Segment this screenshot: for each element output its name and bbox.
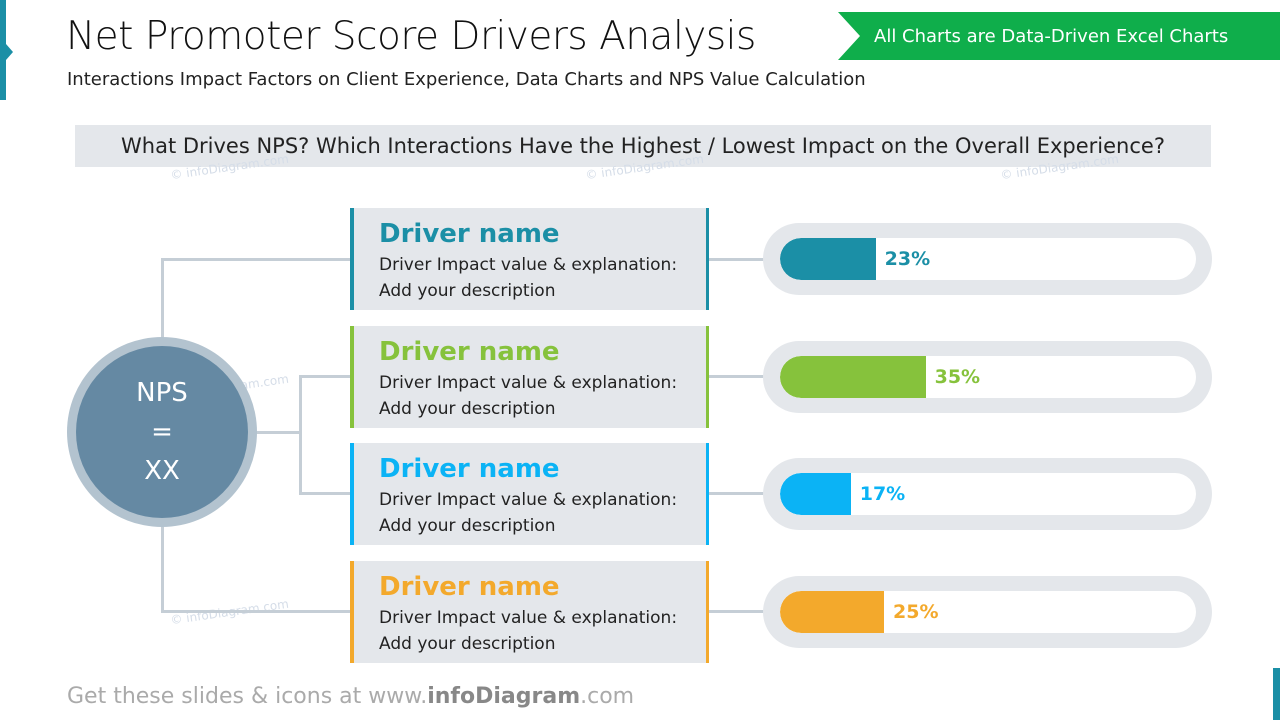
question-text: What Drives NPS? Which Interactions Have…	[121, 134, 1165, 158]
bar-fill	[780, 473, 851, 515]
bar-value-label: 35%	[934, 366, 981, 388]
connector-line	[161, 610, 351, 613]
nps-value: XX	[144, 455, 180, 486]
driver-impact-bar: 17%	[763, 458, 1212, 530]
bar-track: 17%	[780, 473, 1196, 515]
footer-brand: infoDiagram	[427, 684, 581, 709]
driver-card: Driver name Driver Impact value & explan…	[350, 443, 709, 545]
bar-track: 25%	[780, 591, 1196, 633]
driver-impact: Driver Impact value & explanation:	[379, 608, 678, 628]
accent-bar	[1273, 668, 1280, 720]
data-driven-banner: All Charts are Data-Driven Excel Charts	[838, 12, 1280, 60]
driver-description: Add your description	[379, 516, 556, 536]
connector-line	[299, 492, 351, 495]
driver-description: Add your description	[379, 399, 556, 419]
accent-arrow-icon	[6, 44, 13, 60]
driver-impact-bar: 25%	[763, 576, 1212, 648]
nps-label: NPS	[136, 377, 188, 408]
bar-track: 23%	[780, 238, 1196, 280]
bar-value-label: 23%	[884, 248, 931, 270]
footer-prefix: Get these slides & icons at www.	[67, 684, 428, 709]
accent-bar	[0, 0, 6, 100]
driver-name: Driver name	[379, 337, 560, 367]
driver-card: Driver name Driver Impact value & explan…	[350, 208, 709, 310]
driver-description: Add your description	[379, 634, 556, 654]
driver-impact: Driver Impact value & explanation:	[379, 490, 678, 510]
nps-circle-inner: NPS = XX	[76, 346, 248, 518]
connector-line	[708, 375, 764, 378]
bar-fill	[780, 238, 876, 280]
connector-line	[161, 258, 351, 261]
bar-fill	[780, 591, 884, 633]
driver-name: Driver name	[379, 454, 560, 484]
bar-value-label: 17%	[859, 483, 906, 505]
driver-name: Driver name	[379, 219, 560, 249]
connector-line	[299, 375, 302, 495]
page-subtitle: Interactions Impact Factors on Client Ex…	[67, 69, 866, 90]
nps-equals: =	[151, 416, 173, 447]
connector-line	[250, 431, 302, 434]
connector-line	[708, 492, 764, 495]
driver-impact-bar: 23%	[763, 223, 1212, 295]
footer-suffix: .com	[580, 684, 635, 709]
connector-line	[299, 375, 351, 378]
footer-text: Get these slides & icons at www.infoDiag…	[67, 684, 634, 709]
bar-fill	[780, 356, 926, 398]
page-title: Net Promoter Score Drivers Analysis	[66, 14, 756, 59]
driver-card: Driver name Driver Impact value & explan…	[350, 561, 709, 663]
driver-description: Add your description	[379, 281, 556, 301]
connector-line	[708, 258, 764, 261]
question-bar: What Drives NPS? Which Interactions Have…	[75, 125, 1211, 167]
driver-impact: Driver Impact value & explanation:	[379, 255, 678, 275]
bar-track: 35%	[780, 356, 1196, 398]
bar-value-label: 25%	[893, 601, 939, 623]
driver-name: Driver name	[379, 572, 560, 602]
driver-impact: Driver Impact value & explanation:	[379, 373, 678, 393]
driver-card: Driver name Driver Impact value & explan…	[350, 326, 709, 428]
banner-text: All Charts are Data-Driven Excel Charts	[874, 25, 1229, 47]
connector-line	[708, 610, 764, 613]
driver-impact-bar: 35%	[763, 341, 1212, 413]
